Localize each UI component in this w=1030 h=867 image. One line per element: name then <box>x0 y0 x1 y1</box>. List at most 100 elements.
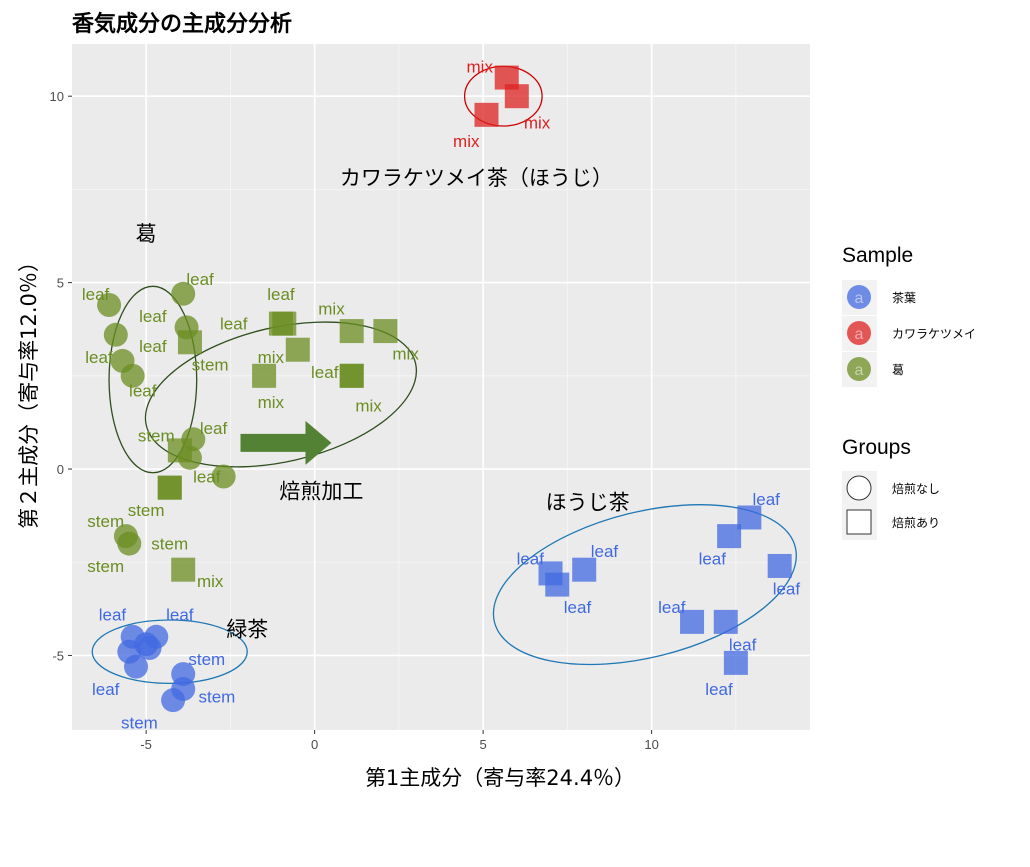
y-tick-label: 0 <box>57 462 64 477</box>
data-point-square <box>285 337 310 362</box>
y-tick-label: -5 <box>52 648 64 663</box>
legend-key-glyph: a <box>855 290 864 307</box>
data-point-circle <box>97 292 122 317</box>
annotation: 緑茶 <box>226 617 268 641</box>
annotation: ほうじ茶 <box>546 491 630 515</box>
legend-key-glyph: a <box>855 326 864 343</box>
data-label: mix <box>392 344 419 363</box>
x-tick-label: 10 <box>644 737 658 752</box>
data-point-square <box>373 319 398 344</box>
x-tick-label: 0 <box>311 737 318 752</box>
annotation: 焙煎加工 <box>279 479 363 503</box>
legend-label: カワラケツメイ <box>892 327 976 341</box>
data-point-square <box>474 102 499 127</box>
data-label: leaf <box>99 605 127 624</box>
legend-key-glyph: a <box>855 362 864 379</box>
data-label: mix <box>355 397 382 416</box>
data-label: leaf <box>591 542 619 561</box>
data-label: stem <box>87 557 124 576</box>
data-point-square <box>171 557 196 582</box>
data-label: mix <box>467 57 494 76</box>
data-label: leaf <box>220 315 248 334</box>
data-point-square <box>717 524 742 549</box>
annotation: カワラケツメイ茶（ほうじ） <box>340 166 613 190</box>
data-point-square <box>272 311 297 336</box>
legend-shape-square <box>846 509 872 535</box>
legend-label: 葛 <box>892 363 904 377</box>
data-label: mix <box>318 300 345 319</box>
data-label: stem <box>188 650 225 669</box>
legend-title-groups: Groups <box>842 436 911 459</box>
data-point-square <box>252 363 277 388</box>
x-axis-label: 第1主成分（寄与率24.4％） <box>365 766 635 790</box>
legend-label: 焙煎あり <box>892 515 940 530</box>
legend-title-sample: Sample <box>842 244 913 267</box>
y-tick-label: 5 <box>57 276 64 291</box>
group-ellipse <box>144 321 418 468</box>
data-label: leaf <box>200 419 228 438</box>
data-point-circle <box>137 635 162 660</box>
group-ellipse <box>492 504 797 666</box>
annotation: 葛 <box>136 222 157 246</box>
data-label: mix <box>453 132 480 151</box>
data-point-square <box>572 557 597 582</box>
data-label: leaf <box>193 467 221 486</box>
y-axis-label: 第２主成分（寄与率12.0％） <box>17 251 41 529</box>
data-point-circle <box>211 464 236 489</box>
data-label: stem <box>128 501 165 520</box>
group-ellipse <box>91 619 248 685</box>
data-label: leaf <box>658 598 686 617</box>
data-point-square <box>545 572 570 597</box>
data-label: stem <box>87 512 124 531</box>
chart-title: 香気成分の主成分分析 <box>72 11 292 37</box>
data-label: mix <box>258 348 285 367</box>
data-label: leaf <box>311 363 339 382</box>
data-point-square <box>737 505 762 530</box>
data-point-square <box>177 330 202 355</box>
data-label: leaf <box>699 550 727 569</box>
legend-swatch <box>847 321 871 345</box>
data-label: leaf <box>139 337 167 356</box>
data-label: leaf <box>166 605 194 624</box>
data-label: leaf <box>773 579 801 598</box>
data-point-square <box>767 553 792 578</box>
data-label: mix <box>524 113 551 132</box>
data-label: stem <box>151 535 188 554</box>
data-label: stem <box>192 356 229 375</box>
data-label: leaf <box>517 550 545 569</box>
data-point-circle <box>117 531 142 556</box>
data-label: leaf <box>85 348 113 367</box>
x-tick-label: -5 <box>140 737 152 752</box>
y-tick-label: 10 <box>50 89 64 104</box>
data-point-circle <box>103 322 128 347</box>
data-point-square <box>339 363 364 388</box>
data-label: mix <box>197 572 224 591</box>
data-point-circle <box>120 363 145 388</box>
x-tick-label: 5 <box>480 737 487 752</box>
data-label: leaf <box>752 490 780 509</box>
data-label: leaf <box>564 598 592 617</box>
data-label: leaf <box>92 680 120 699</box>
data-label: mix <box>258 393 285 412</box>
data-label: leaf <box>267 285 295 304</box>
data-label: leaf <box>82 285 110 304</box>
data-label: stem <box>198 687 235 706</box>
data-point-circle <box>171 281 196 306</box>
data-point-square <box>167 438 192 463</box>
legend-label: 焙煎なし <box>892 481 940 496</box>
data-point-square <box>713 609 738 634</box>
data-label: leaf <box>129 382 157 401</box>
data-label: leaf <box>705 680 733 699</box>
data-label: stem <box>121 714 158 733</box>
data-label: leaf <box>729 635 757 654</box>
legend-shape-circle <box>846 475 872 501</box>
data-point-square <box>504 84 529 109</box>
data-label: stem <box>138 426 175 445</box>
group-ellipse <box>108 285 198 474</box>
data-point-square <box>339 319 364 344</box>
data-label: leaf <box>186 270 214 289</box>
legend-label: 茶葉 <box>892 290 916 305</box>
